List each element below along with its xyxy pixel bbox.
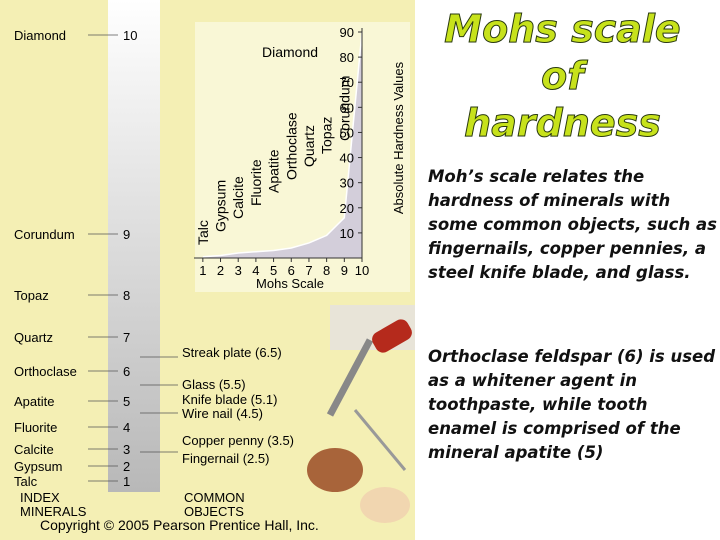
y-axis-label: Absolute Hardness Values bbox=[391, 61, 406, 214]
common-object: Glass (5.5) bbox=[182, 377, 246, 392]
common-object: Wire nail (4.5) bbox=[182, 406, 263, 421]
hardness-number: 6 bbox=[123, 364, 130, 379]
penny bbox=[307, 448, 363, 492]
scale-column bbox=[108, 0, 160, 492]
mineral-name: Talc bbox=[14, 474, 38, 489]
slide-title: Mohs scale of hardness bbox=[420, 6, 705, 147]
paragraph: Moh’s scale relates the hardness of mine… bbox=[428, 167, 717, 282]
copyright: Copyright © 2005 Pearson Prentice Hall, … bbox=[40, 517, 319, 533]
title-line: of bbox=[541, 54, 585, 99]
point-label: Orthoclase bbox=[283, 112, 299, 180]
hardness-number: 10 bbox=[123, 28, 137, 43]
mineral-name: Apatite bbox=[14, 394, 54, 409]
mineral-name: Fluorite bbox=[14, 420, 57, 435]
footer-label: MINERALS bbox=[20, 504, 87, 519]
y-tick-label: 30 bbox=[340, 176, 354, 191]
x-tick-label: 8 bbox=[323, 263, 330, 278]
fingernail bbox=[360, 487, 410, 523]
wire-nail bbox=[353, 409, 407, 471]
hardness-number: 3 bbox=[123, 442, 130, 457]
footer-label: OBJECTS bbox=[184, 504, 244, 519]
point-label: Apatite bbox=[266, 149, 282, 193]
mineral-name: Quartz bbox=[14, 330, 53, 345]
point-label: Corundum bbox=[336, 76, 352, 141]
common-object: Knife blade (5.1) bbox=[182, 392, 277, 407]
point-label: Talc bbox=[195, 220, 211, 245]
point-label: Diamond bbox=[262, 44, 318, 60]
hardness-number: 7 bbox=[123, 330, 130, 345]
x-tick-label: 6 bbox=[288, 263, 295, 278]
x-tick-label: 10 bbox=[355, 263, 369, 278]
x-tick-label: 5 bbox=[270, 263, 277, 278]
area-fill bbox=[202, 32, 362, 258]
point-label: Quartz bbox=[301, 125, 317, 167]
point-label: Gypsum bbox=[213, 180, 229, 232]
mineral-name: Gypsum bbox=[14, 459, 62, 474]
y-tick-label: 50 bbox=[340, 125, 354, 140]
common-object: Fingernail (2.5) bbox=[182, 451, 269, 466]
y-tick-label: 70 bbox=[340, 75, 354, 90]
common-object: Copper penny (3.5) bbox=[182, 433, 294, 448]
mineral-name: Topaz bbox=[14, 288, 49, 303]
knife bbox=[326, 338, 374, 417]
hardness-number: 1 bbox=[123, 474, 130, 489]
footer-label: COMMON bbox=[184, 490, 245, 505]
y-tick-label: 20 bbox=[340, 201, 354, 216]
hardness-line bbox=[202, 31, 363, 258]
x-axis-label: Mohs Scale bbox=[256, 276, 324, 291]
footer-label: INDEX bbox=[20, 490, 60, 505]
knife-handle bbox=[372, 319, 412, 353]
x-tick-label: 3 bbox=[235, 263, 242, 278]
hardness-number: 9 bbox=[123, 227, 130, 242]
hardness-number: 2 bbox=[123, 459, 130, 474]
point-label: Fluorite bbox=[248, 159, 264, 206]
figure: Copyright © 2005 Pearson Prentice Hall, … bbox=[0, 0, 415, 540]
y-tick-label: 40 bbox=[340, 151, 354, 166]
paragraph: Orthoclase feldspar (6) is used as a whi… bbox=[428, 347, 716, 462]
x-tick-label: 7 bbox=[305, 263, 312, 278]
y-tick-label: 80 bbox=[340, 50, 354, 65]
y-tick-label: 10 bbox=[340, 226, 354, 241]
title-line: Mohs scale bbox=[444, 7, 681, 52]
mineral-name: Diamond bbox=[14, 28, 66, 43]
x-tick-label: 4 bbox=[252, 263, 259, 278]
x-tick-label: 2 bbox=[217, 263, 224, 278]
x-tick-label: 9 bbox=[341, 263, 348, 278]
y-tick-label: 90 bbox=[340, 25, 354, 40]
mineral-name: Corundum bbox=[14, 227, 75, 242]
common-object: Streak plate (6.5) bbox=[182, 345, 282, 360]
y-tick-label: 60 bbox=[340, 100, 354, 115]
mineral-name: Calcite bbox=[14, 442, 54, 457]
mineral-name: Orthoclase bbox=[14, 364, 77, 379]
hardness-number: 5 bbox=[123, 394, 130, 409]
point-label: Calcite bbox=[230, 176, 246, 219]
hardness-number: 8 bbox=[123, 288, 130, 303]
x-tick-label: 1 bbox=[199, 263, 206, 278]
hardness-number: 4 bbox=[123, 420, 130, 435]
title-line: hardness bbox=[464, 101, 662, 146]
point-label: Topaz bbox=[319, 117, 335, 154]
